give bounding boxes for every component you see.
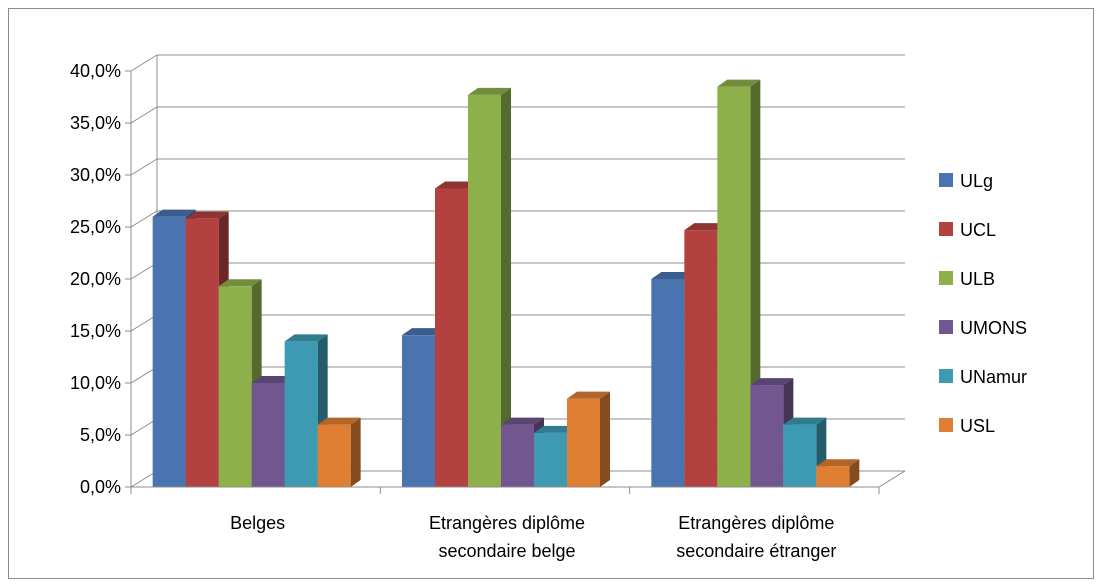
bar-chart: 0,0% 5,0% 10,0% 15,0% 20,0% 25,0% 30,0% 35,0% 40… <box>70 54 1027 561</box>
gridline <box>130 158 905 176</box>
gridline <box>130 210 905 228</box>
legend-item-ulb: ULB <box>939 269 995 289</box>
bar-usl-3 <box>816 459 860 487</box>
legend-item-umons: UMONS <box>939 318 1027 338</box>
y-tick-label: 40,0% <box>70 61 121 81</box>
y-tick-label: 20,0% <box>70 269 121 289</box>
y-tick-label: 10,0% <box>70 373 121 393</box>
legend-item-usl: USL <box>939 416 995 436</box>
legend-swatch <box>939 320 953 334</box>
y-tick-label: 0,0% <box>80 477 121 497</box>
floor-right-edge <box>878 470 906 488</box>
y-tick-label: 25,0% <box>70 217 121 237</box>
category-label: Belges <box>230 513 285 533</box>
y-tick-label: 30,0% <box>70 165 121 185</box>
y-tick-label: 15,0% <box>70 321 121 341</box>
chart-frame: 0,0% 5,0% 10,0% 15,0% 20,0% 25,0% 30,0% 35,0% 40… <box>8 8 1094 579</box>
bar-unamur-3 <box>783 417 827 487</box>
legend: ULg UCL ULB UMONS UNamur USL <box>939 171 1027 436</box>
gridline <box>130 262 905 280</box>
legend-label: UNamur <box>960 367 1027 387</box>
legend-label: USL <box>960 416 995 436</box>
legend-label: UCL <box>960 220 996 240</box>
y-tick-label: 35,0% <box>70 113 121 133</box>
x-axis-category-labels: Belges Etrangères diplôme secondaire belge… <box>230 513 836 561</box>
category-label: Etrangères diplôme secondaire belge <box>429 513 585 561</box>
legend-item-ulg: ULg <box>939 171 993 191</box>
legend-label: UMONS <box>960 318 1027 338</box>
legend-swatch <box>939 173 953 187</box>
bar-ulb-3 <box>717 79 761 487</box>
legend-label: ULg <box>960 171 993 191</box>
bar-usl-2 <box>567 391 610 487</box>
bar-usl-1 <box>317 417 361 487</box>
category-label: Etrangères diplôme secondaire étranger <box>676 513 836 561</box>
legend-item-ucl: UCL <box>939 220 996 240</box>
y-tick-label: 5,0% <box>80 425 121 445</box>
legend-item-unamur: UNamur <box>939 367 1027 387</box>
legend-label: ULB <box>960 269 995 289</box>
gridline <box>130 106 905 124</box>
gridline <box>130 54 905 72</box>
legend-swatch <box>939 222 953 236</box>
bars <box>152 79 860 488</box>
legend-swatch <box>939 271 953 285</box>
legend-swatch <box>939 418 953 432</box>
legend-swatch <box>939 369 953 383</box>
bar-ulb-2 <box>468 87 511 488</box>
y-axis-tick-labels: 0,0% 5,0% 10,0% 15,0% 20,0% 25,0% 30,0% 35,0% 40… <box>70 61 131 497</box>
